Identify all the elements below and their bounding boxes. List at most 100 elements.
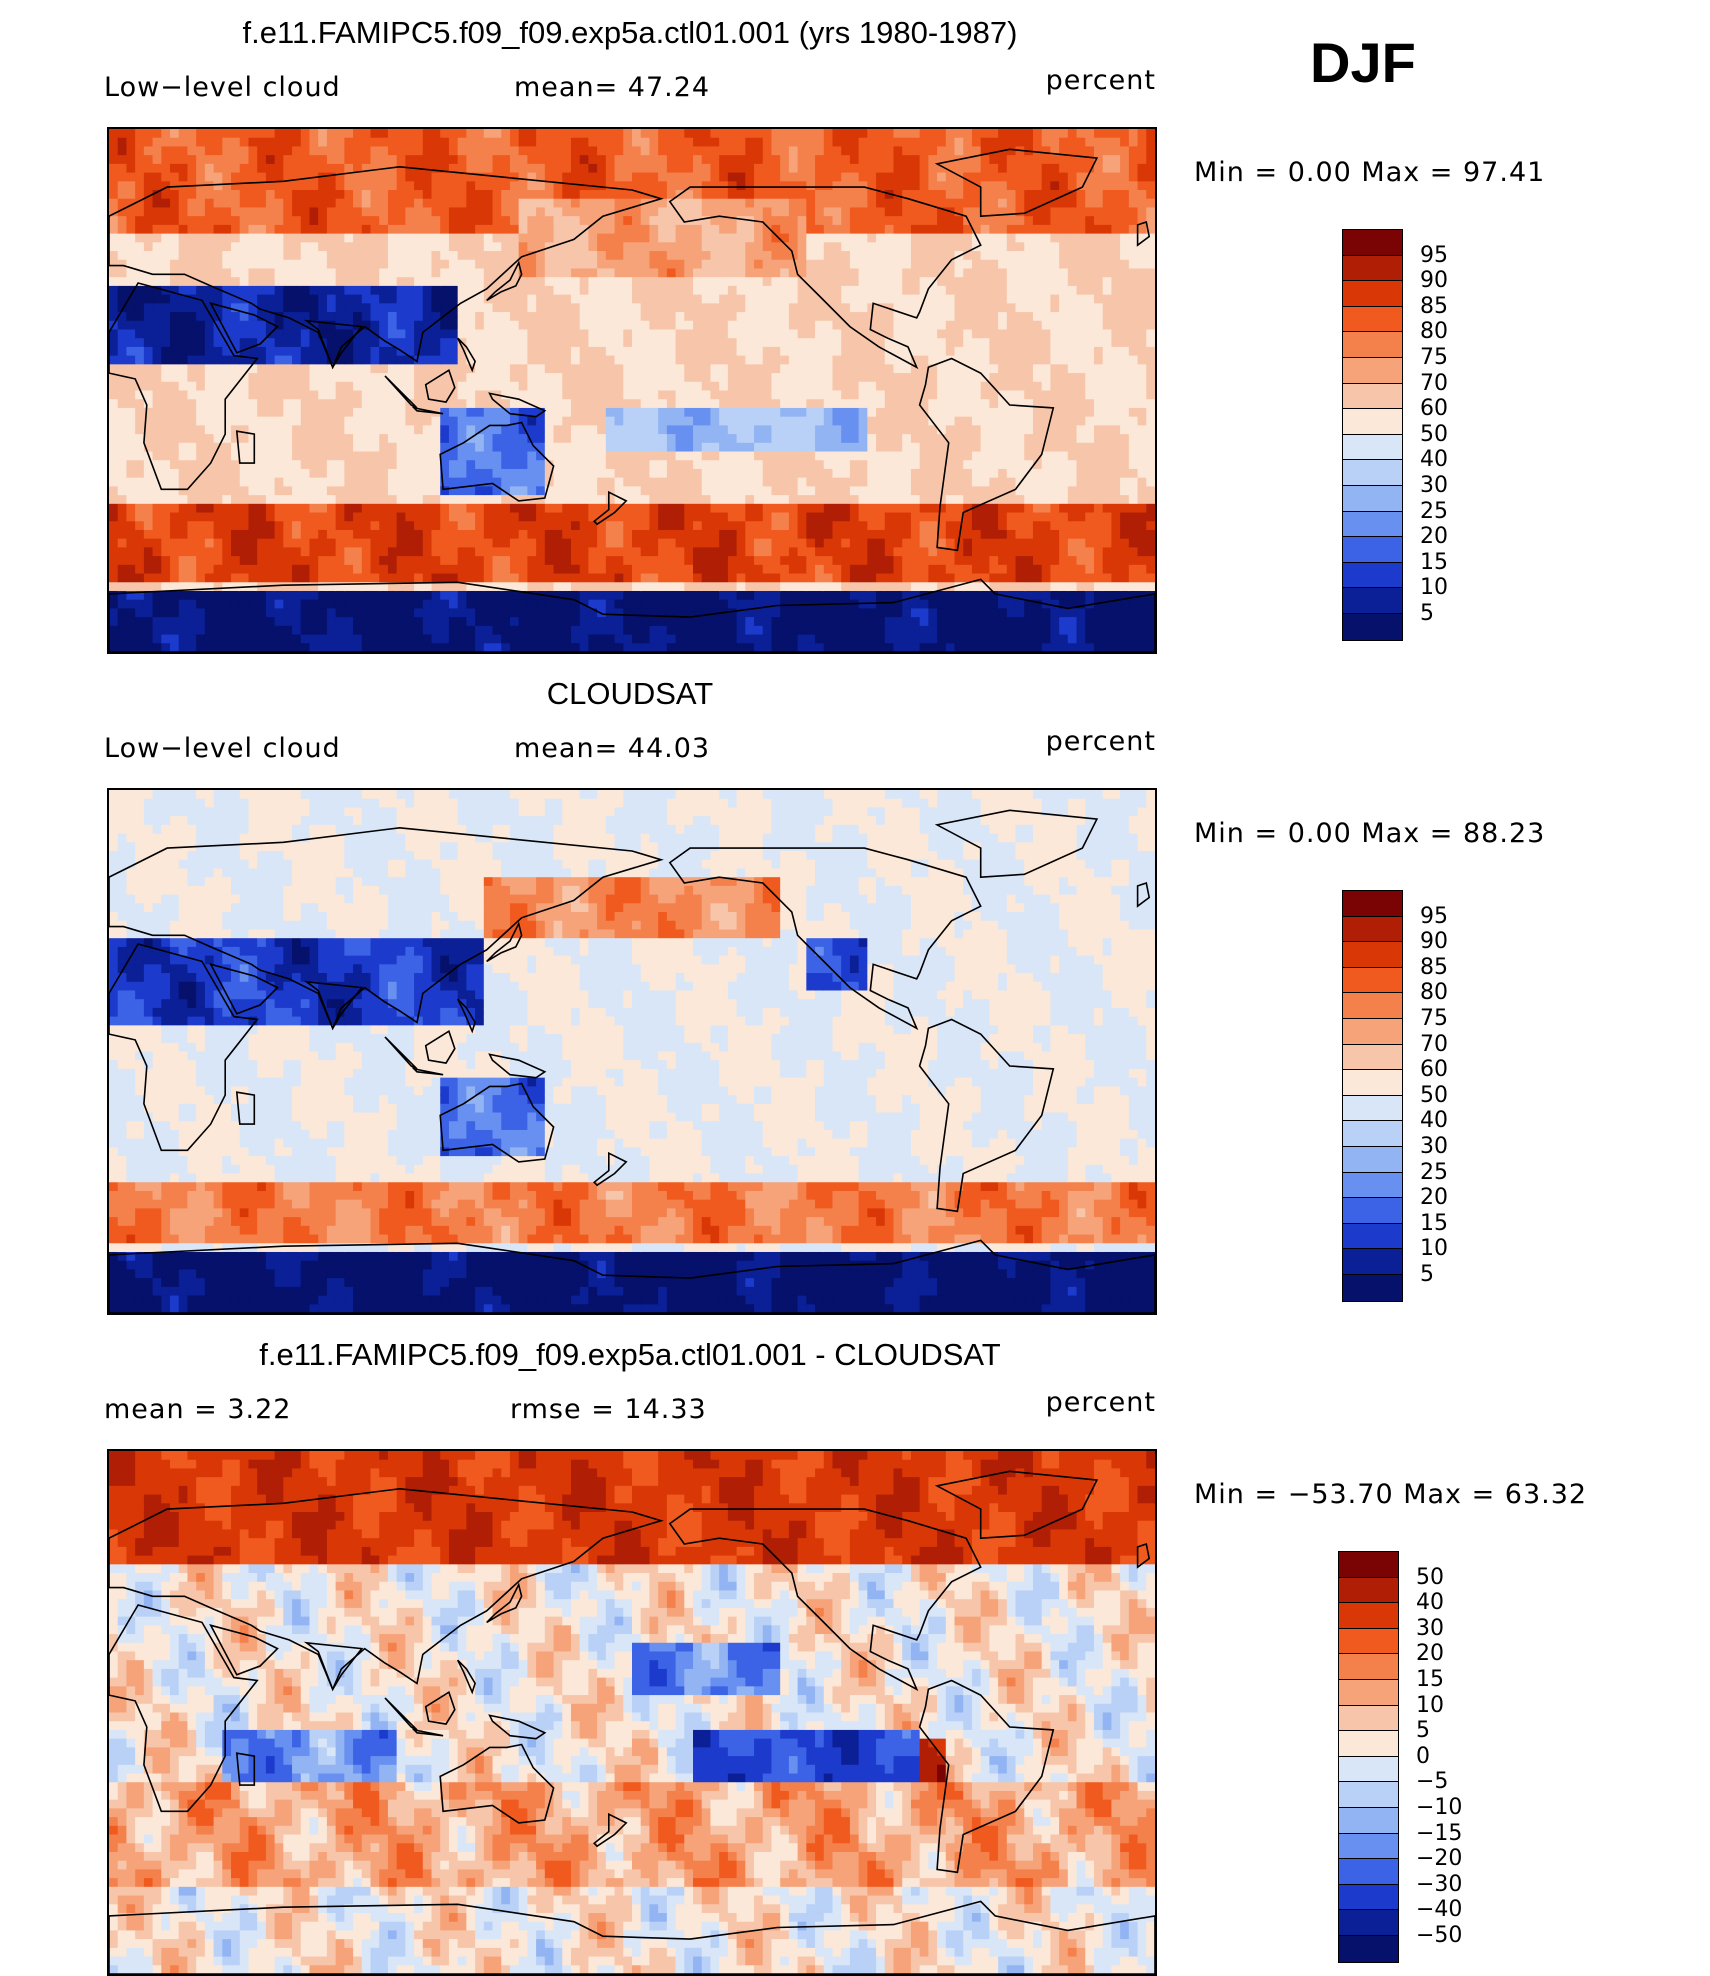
colorbar-tick-label: 10 [1420, 575, 1448, 600]
colorbar-tick-label: 5 [1416, 1718, 1430, 1743]
colorbar-swatch [1339, 1552, 1398, 1578]
colorbar-tick-label: 50 [1420, 1083, 1448, 1108]
colorbar-swatch [1343, 281, 1402, 307]
colorbar-swatch [1343, 1146, 1402, 1173]
coastline [109, 826, 664, 1031]
coastline [424, 1029, 456, 1064]
coastline [918, 1018, 1055, 1213]
coastline [109, 1604, 259, 1813]
colorbar-swatch [1339, 1654, 1398, 1680]
colorbar-swatch [1343, 613, 1402, 640]
colorbar-tick-label: 80 [1420, 980, 1448, 1005]
coastline [439, 1743, 555, 1824]
colorbar-swatch [1343, 588, 1402, 614]
coastline [235, 1091, 256, 1125]
panel-2-colorbar [1342, 890, 1403, 1302]
colorbar-tick-label: 20 [1420, 1185, 1448, 1210]
colorbar-tick-label: −30 [1416, 1872, 1462, 1897]
panel-2-map [107, 788, 1157, 1315]
colorbar-tick-label: 70 [1420, 1032, 1448, 1057]
colorbar-swatch [1343, 1044, 1402, 1071]
coastline [934, 148, 1099, 218]
coastline [384, 1036, 418, 1070]
coastline [439, 1082, 555, 1163]
colorbar-tick-label: 20 [1416, 1641, 1444, 1666]
colorbar-swatch [1343, 993, 1402, 1019]
coastline [424, 368, 456, 403]
colorbar-swatch [1339, 1756, 1398, 1783]
coastline [235, 430, 256, 464]
coastline [918, 1679, 1055, 1874]
colorbar-swatch [1343, 1172, 1402, 1199]
colorbar-tick-label: 70 [1420, 371, 1448, 396]
colorbar-swatch [1339, 1705, 1398, 1732]
colorbar-tick-label: 10 [1416, 1693, 1444, 1718]
colorbar-tick-label: −15 [1416, 1821, 1462, 1846]
colorbar-tick-label: 25 [1420, 499, 1448, 524]
colorbar-tick-label: 5 [1420, 601, 1434, 626]
colorbar-tick-label: 30 [1420, 1134, 1448, 1159]
colorbar-tick-label: 15 [1420, 1211, 1448, 1236]
colorbar-tick-label: 15 [1420, 550, 1448, 575]
colorbar-swatch [1343, 306, 1402, 333]
coastline [1136, 1542, 1151, 1569]
colorbar-swatch [1339, 1679, 1398, 1706]
colorbar-swatch [1343, 562, 1402, 589]
coastline [109, 282, 259, 491]
colorbar-tick-label: 75 [1420, 1006, 1448, 1031]
colorbar-tick-label: 15 [1416, 1667, 1444, 1692]
coastline [109, 1900, 1155, 1974]
colorbar-tick-label: 95 [1420, 904, 1448, 929]
coastline [424, 1690, 456, 1725]
coastline [488, 1053, 547, 1079]
colorbar-swatch [1343, 511, 1402, 538]
colorbar-tick-label: −40 [1416, 1897, 1462, 1922]
colorbar-tick-label: 20 [1420, 524, 1448, 549]
colorbar-tick-label: 40 [1420, 1108, 1448, 1133]
colorbar-tick-label: 40 [1416, 1590, 1444, 1615]
coastline [934, 809, 1099, 879]
colorbar-swatch [1343, 1070, 1402, 1096]
colorbar-tick-label: 90 [1420, 268, 1448, 293]
panel-2-mean-label: mean= 44.03 [514, 733, 710, 764]
colorbar-tick-label: 60 [1420, 396, 1448, 421]
colorbar-swatch [1343, 332, 1402, 358]
coastline [488, 1714, 547, 1740]
colorbar-tick-label: 5 [1420, 1262, 1434, 1287]
colorbar-tick-label: 75 [1420, 345, 1448, 370]
coastline [109, 578, 1155, 652]
coastlines [109, 809, 1155, 1313]
coastline [1136, 220, 1151, 247]
coastline [668, 186, 982, 370]
colorbar-tick-label: 95 [1420, 243, 1448, 268]
colorbar-tick-label: 25 [1420, 1160, 1448, 1185]
colorbar-swatch [1343, 383, 1402, 410]
panel-2-units-label: percent [1046, 726, 1156, 757]
colorbar-tick-label: 50 [1416, 1565, 1444, 1590]
coastline [209, 1624, 279, 1676]
panel-1-map [107, 127, 1157, 654]
panel-3-title: f.e11.FAMIPC5.f09_f09.exp5a.ctl01.001 - … [107, 1337, 1153, 1373]
colorbar-tick-label: 60 [1420, 1057, 1448, 1082]
colorbar-swatch [1339, 1859, 1398, 1885]
season-label: DJF [1310, 30, 1416, 95]
colorbar-tick-label: 85 [1420, 955, 1448, 980]
coastline [593, 1812, 628, 1848]
panel-2-variable-label: Low−level cloud [104, 733, 341, 764]
coastline [384, 375, 418, 409]
coastline [235, 1752, 256, 1786]
coastline [411, 406, 444, 415]
coastline [593, 1151, 628, 1187]
panel-3-colorbar [1338, 1551, 1399, 1963]
coastline [411, 1067, 444, 1076]
colorbar-swatch [1343, 1249, 1402, 1275]
coastlines [109, 1470, 1155, 1974]
colorbar-swatch [1343, 891, 1402, 917]
colorbar-swatch [1343, 1274, 1402, 1301]
field-cells [109, 129, 1155, 652]
colorbar-swatch [1339, 1833, 1398, 1860]
colorbar-swatch [1343, 1223, 1402, 1250]
panel-1-mean-label: mean= 47.24 [514, 72, 710, 103]
panel-3-minmax: Min = −53.70 Max = 63.32 [1194, 1479, 1587, 1510]
coastline [486, 921, 523, 963]
